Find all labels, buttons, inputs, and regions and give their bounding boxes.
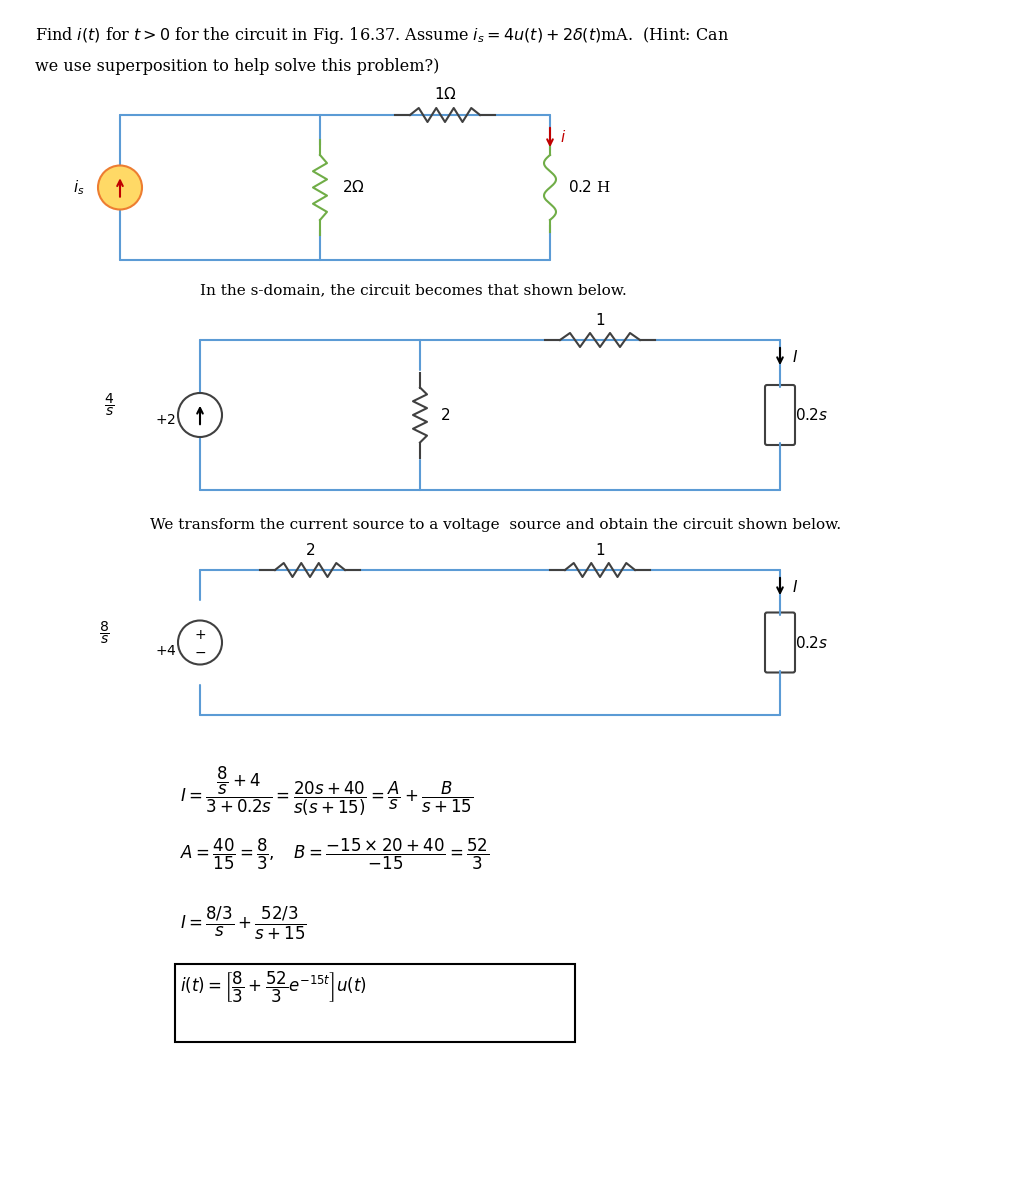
Text: $i(t) = \left[\dfrac{8}{3} + \dfrac{52}{3}e^{-15t}\right]u(t)$: $i(t) = \left[\dfrac{8}{3} + \dfrac{52}{… — [180, 970, 367, 1006]
Text: $0.2s$: $0.2s$ — [795, 635, 828, 650]
Text: $i$: $i$ — [560, 128, 566, 145]
Circle shape — [178, 392, 221, 437]
Text: $I$: $I$ — [792, 578, 798, 595]
Text: We transform the current source to a voltage  source and obtain the circuit show: We transform the current source to a vol… — [150, 518, 841, 532]
Circle shape — [98, 166, 142, 210]
Text: $\dfrac{8}{s}$: $\dfrac{8}{s}$ — [99, 619, 110, 646]
Text: $i_s$: $i_s$ — [73, 178, 85, 197]
FancyBboxPatch shape — [765, 385, 795, 445]
Text: Find $i(t)$ for $t > 0$ for the circuit in Fig. 16.37. Assume $i_s = 4u(t) + 2\d: Find $i(t)$ for $t > 0$ for the circuit … — [35, 25, 729, 46]
Text: $0.2s$: $0.2s$ — [795, 407, 828, 422]
Text: $I$: $I$ — [792, 349, 798, 365]
Text: $+2$: $+2$ — [155, 413, 176, 427]
FancyBboxPatch shape — [765, 612, 795, 672]
Text: $1$: $1$ — [595, 542, 605, 558]
Text: $+4$: $+4$ — [155, 643, 177, 658]
Text: $\dfrac{4}{s}$: $\dfrac{4}{s}$ — [105, 392, 115, 418]
Text: +: + — [195, 628, 206, 642]
Text: $2$: $2$ — [440, 407, 450, 422]
Text: $1$: $1$ — [595, 312, 605, 328]
Circle shape — [178, 620, 221, 665]
Text: $1\Omega$: $1\Omega$ — [434, 86, 456, 102]
Text: $2$: $2$ — [305, 542, 315, 558]
Text: $A = \dfrac{40}{15} = \dfrac{8}{3}, \quad B = \dfrac{-15\times20+40}{-15} = \dfr: $A = \dfrac{40}{15} = \dfrac{8}{3}, \qua… — [180, 838, 490, 872]
Text: $I = \dfrac{8/3}{s} + \dfrac{52/3}{s+15}$: $I = \dfrac{8/3}{s} + \dfrac{52/3}{s+15}… — [180, 905, 306, 942]
Text: In the s-domain, the circuit becomes that shown below.: In the s-domain, the circuit becomes tha… — [200, 283, 627, 296]
Text: −: − — [195, 646, 206, 660]
Text: we use superposition to help solve this problem?): we use superposition to help solve this … — [35, 58, 440, 74]
Text: $I = \dfrac{\dfrac{8}{s}+4}{3+0.2s} = \dfrac{20s+40}{s(s+15)} = \dfrac{A}{s} + \: $I = \dfrac{\dfrac{8}{s}+4}{3+0.2s} = \d… — [180, 766, 473, 818]
Text: $2\Omega$: $2\Omega$ — [342, 180, 364, 196]
Text: $0.2$ H: $0.2$ H — [568, 180, 611, 196]
